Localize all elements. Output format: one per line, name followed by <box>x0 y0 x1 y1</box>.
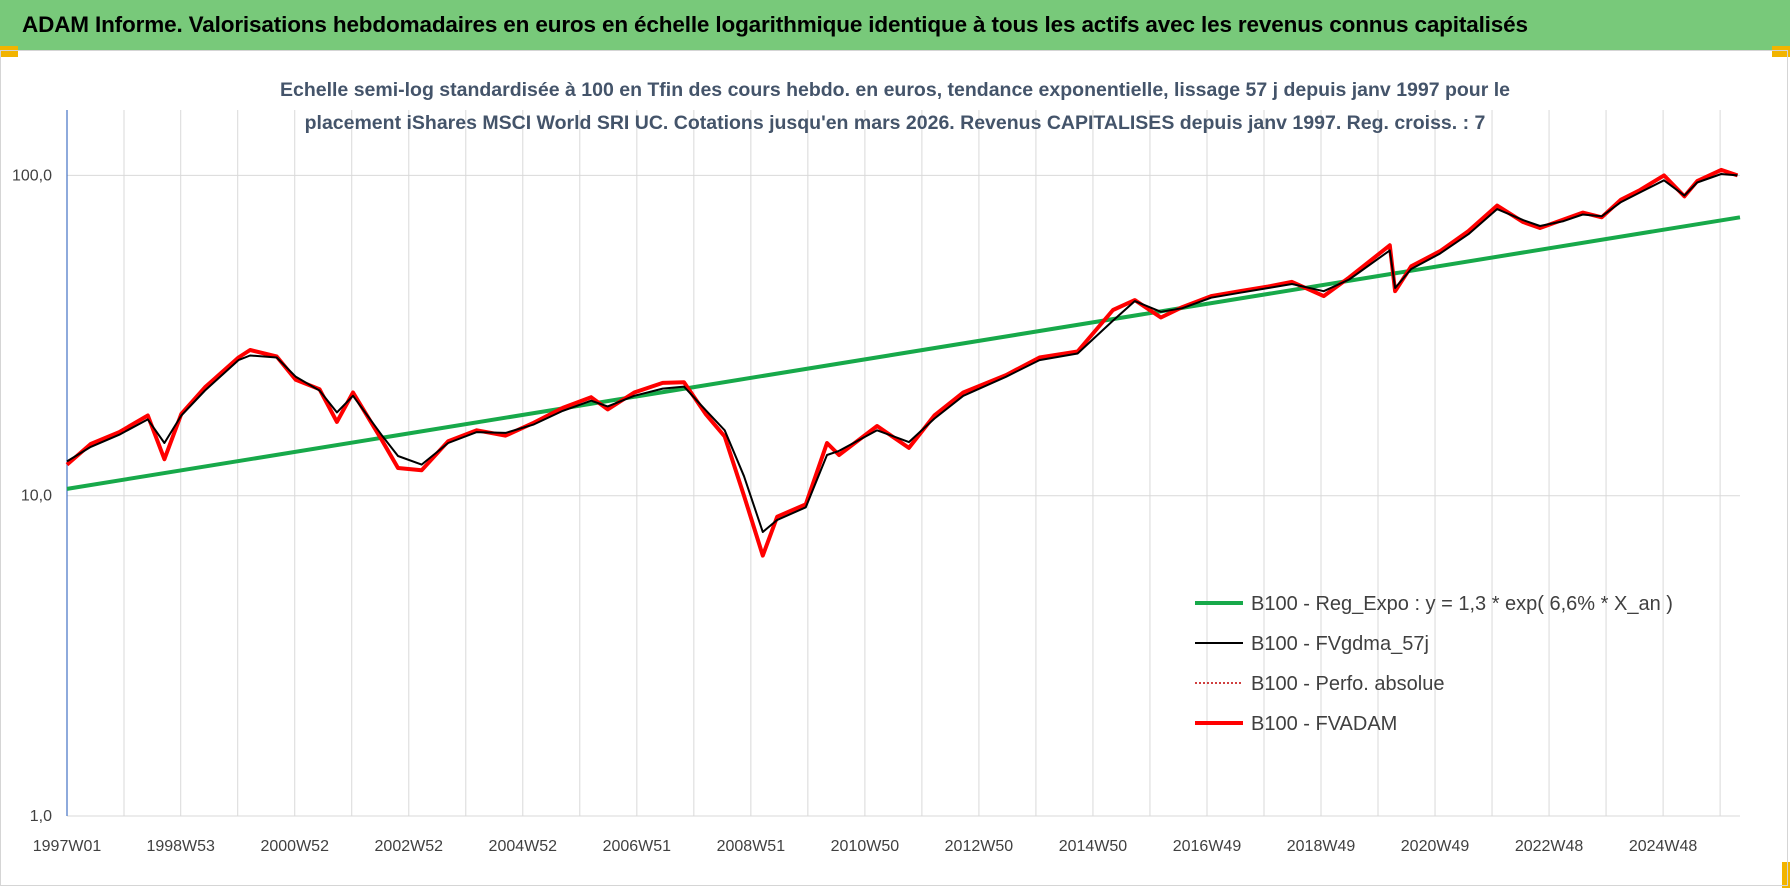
title-banner: ADAM Informe. Valorisations hebdomadaire… <box>0 0 1790 50</box>
x-tick-label: 1997W01 <box>33 838 102 855</box>
series-line-1 <box>66 173 1738 533</box>
x-tick-label: 2018W49 <box>1287 838 1356 855</box>
legend: B100 - Reg_Expo : y = 1,3 * exp( 6,6% * … <box>1195 593 1673 735</box>
y-tick-label: 10,0 <box>21 488 52 505</box>
corner-marker-bottom-right <box>1782 862 1790 888</box>
series <box>65 167 1741 558</box>
x-tick-label: 2024W48 <box>1629 838 1698 855</box>
x-tick-label: 2000W52 <box>260 838 329 855</box>
x-tick-label: 2016W49 <box>1173 838 1242 855</box>
legend-label-2: B100 - Perfo. absolue <box>1251 673 1444 695</box>
x-tick-label: 2014W50 <box>1059 838 1128 855</box>
x-tick-label: 2022W48 <box>1515 838 1584 855</box>
legend-label-0: B100 - Reg_Expo : y = 1,3 * exp( 6,6% * … <box>1251 593 1673 615</box>
chart-subtitle-line-2: placement iShares MSCI World SRI UC. Cot… <box>305 112 1486 134</box>
y-tick-label: 100,0 <box>12 167 52 184</box>
y-tick-labels: 100,0 10,0 1,0 <box>12 167 52 825</box>
y-tick-label: 1,0 <box>30 808 52 825</box>
legend-label-1: B100 - FVgdma_57j <box>1251 633 1429 655</box>
x-tick-label: 2004W52 <box>489 838 558 855</box>
corner-marker-right <box>1772 46 1790 57</box>
chart-frame <box>0 50 1788 886</box>
x-tick-label: 2002W52 <box>375 838 444 855</box>
x-tick-label: 2008W51 <box>717 838 786 855</box>
chart-subtitle-line-1: Echelle semi-log standardisée à 100 en T… <box>280 79 1510 101</box>
x-tick-label: 2006W51 <box>603 838 672 855</box>
x-tick-labels: 1997W01 1998W53 2000W52 2002W52 2004W52 2006W… <box>33 838 1698 855</box>
x-tick-label: 2010W50 <box>831 838 900 855</box>
grid <box>66 110 1740 817</box>
x-tick-label: 2020W49 <box>1401 838 1470 855</box>
series-line-3 <box>65 167 1739 558</box>
series-line-2 <box>66 169 1738 557</box>
x-tick-label: 1998W53 <box>146 838 215 855</box>
corner-marker-left <box>0 46 18 57</box>
page-title: ADAM Informe. Valorisations hebdomadaire… <box>22 12 1528 37</box>
series-line-0 <box>66 215 1741 491</box>
legend-label-3: B100 - FVADAM <box>1251 713 1397 735</box>
x-tick-label: 2012W50 <box>945 838 1014 855</box>
